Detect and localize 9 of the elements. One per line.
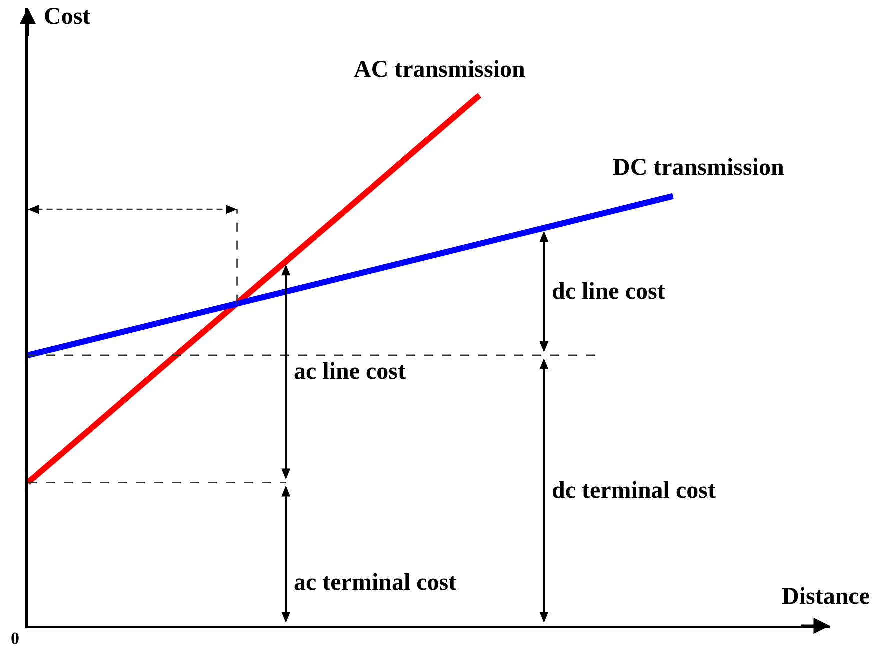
x-axis-title: Distance: [782, 584, 870, 610]
y-axis-title: Cost: [44, 4, 91, 30]
annotation: dc line cost: [552, 279, 666, 305]
text: 0: [11, 629, 20, 648]
annotation: ac terminal cost: [294, 570, 457, 596]
series-label: DC transmission: [613, 155, 784, 181]
annotation: ac line cost: [294, 359, 406, 385]
annotation: dc terminal cost: [552, 478, 716, 504]
series-label: AC transmission: [354, 57, 526, 83]
